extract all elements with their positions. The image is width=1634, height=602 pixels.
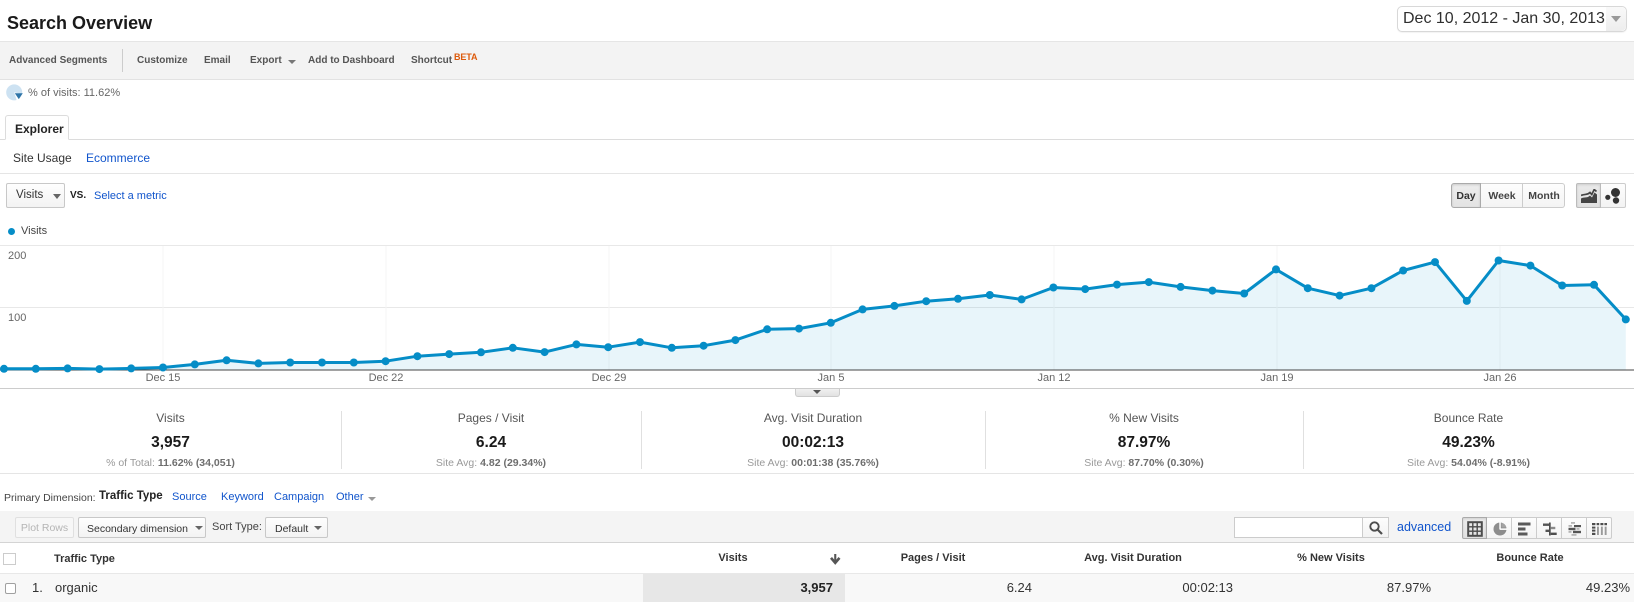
svg-text:Jan 12: Jan 12 [1037, 372, 1070, 384]
svg-text:Jan 26: Jan 26 [1483, 372, 1516, 384]
svg-text:Dec 22: Dec 22 [369, 372, 404, 384]
svg-text:100: 100 [8, 312, 26, 324]
svg-text:Jan 5: Jan 5 [818, 372, 845, 384]
svg-text:Jan 19: Jan 19 [1260, 372, 1293, 384]
svg-text:Dec 29: Dec 29 [592, 372, 627, 384]
svg-text:Dec 15: Dec 15 [146, 372, 181, 384]
svg-text:200: 200 [8, 250, 26, 262]
